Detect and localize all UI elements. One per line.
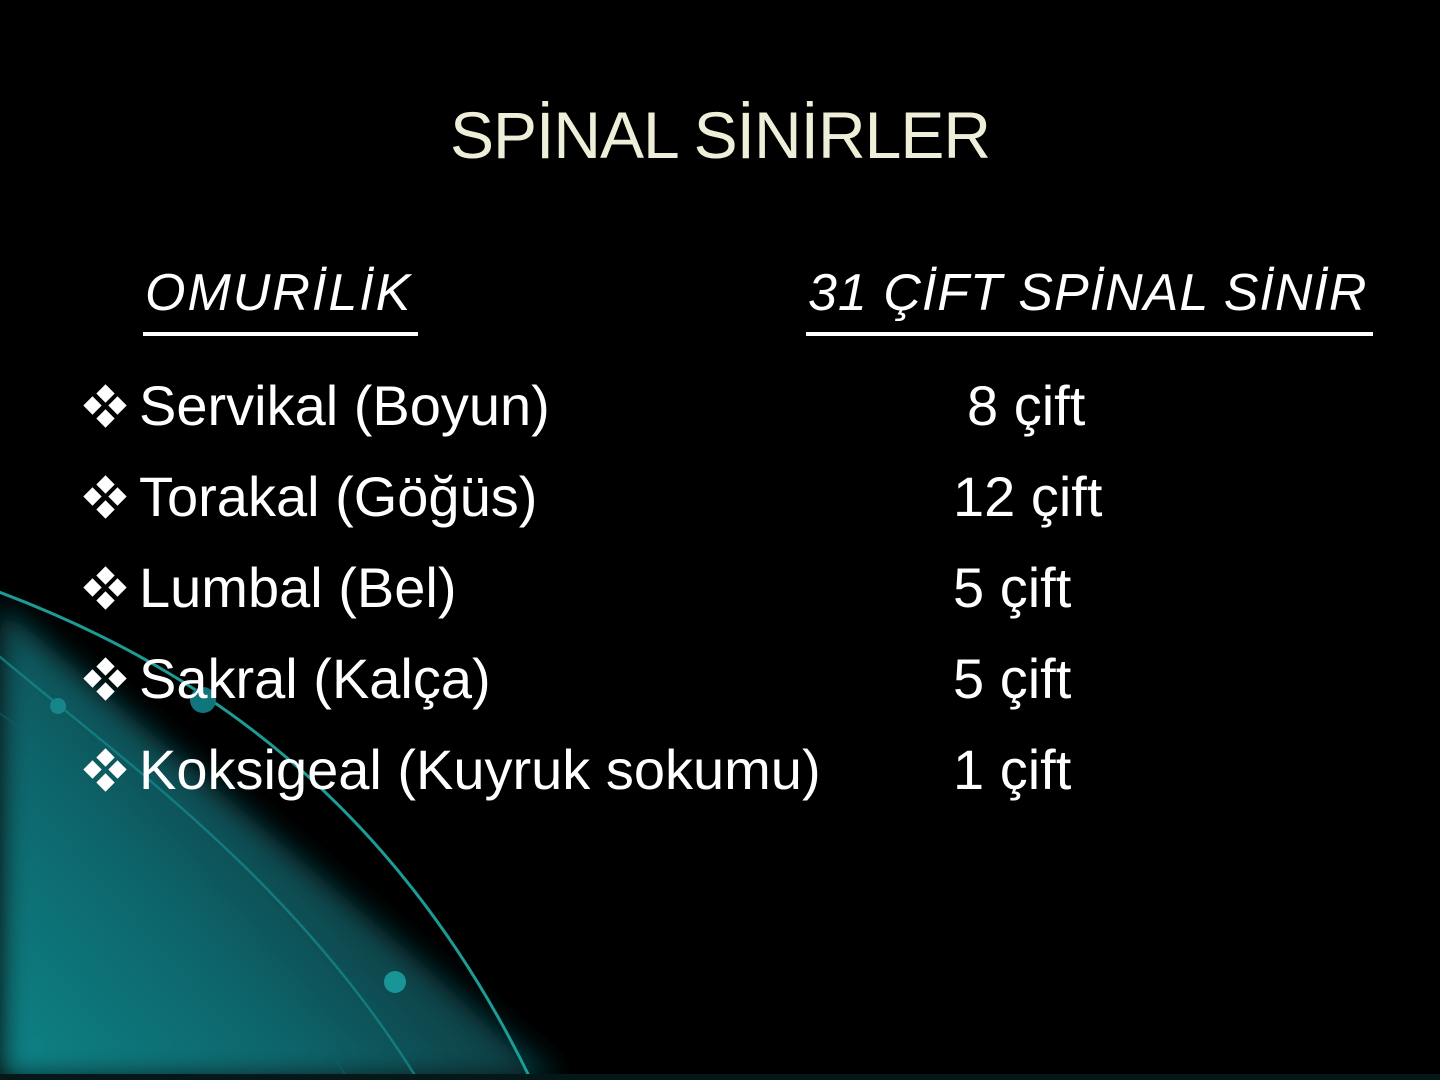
node-dot-small [50, 698, 66, 714]
item-value: 5 çift [953, 646, 1072, 710]
list-item: Servikal (Boyun) 8 çift [83, 360, 1386, 451]
column-headers: OMURİLİK 31 ÇİFT SPİNAL SİNİR [0, 262, 1440, 352]
node-dot-lower [384, 971, 406, 993]
item-label: Lumbal (Bel) [139, 555, 457, 619]
diamond-bullet-icon [83, 383, 127, 428]
node-dot-large [190, 687, 216, 713]
bullet-list: Servikal (Boyun) 8 çift Torakal (Göğüs) … [83, 360, 1386, 815]
item-value: 8 çift [967, 373, 1086, 437]
list-item: Sakral (Kalça) 5 çift [83, 633, 1386, 724]
list-item: Torakal (Göğüs) 12 çift [83, 451, 1386, 542]
item-label: Torakal (Göğüs) [139, 464, 538, 528]
right-column-header: 31 ÇİFT SPİNAL SİNİR [806, 262, 1374, 336]
diamond-bullet-icon [83, 565, 127, 610]
left-column-header: OMURİLİK [143, 262, 419, 336]
item-label: Servikal (Boyun) [139, 373, 550, 437]
teal-gradient-triangle [0, 605, 560, 1080]
diamond-bullet-icon [83, 747, 127, 792]
slide-title: SPİNAL SİNİRLER [449, 98, 991, 172]
list-item: Koksigeal (Kuyruk sokumu) 1 çift [83, 724, 1386, 815]
list-item: Lumbal (Bel) 5 çift [83, 542, 1386, 633]
sweep-curve-faint [0, 712, 350, 1080]
item-label: Sakral (Kalça) [139, 646, 491, 710]
bottom-edge-strip [0, 1074, 1440, 1080]
item-label: Koksigeal (Kuyruk sokumu) [139, 737, 821, 801]
item-value: 5 çift [953, 555, 1072, 619]
item-value: 12 çift [953, 464, 1103, 528]
sweep-curve-bright [0, 590, 533, 1080]
diamond-bullet-icon [83, 656, 127, 701]
item-value: 1 çift [953, 737, 1072, 801]
sweep-curve-mid [0, 655, 420, 1080]
diamond-bullet-icon [83, 474, 127, 519]
